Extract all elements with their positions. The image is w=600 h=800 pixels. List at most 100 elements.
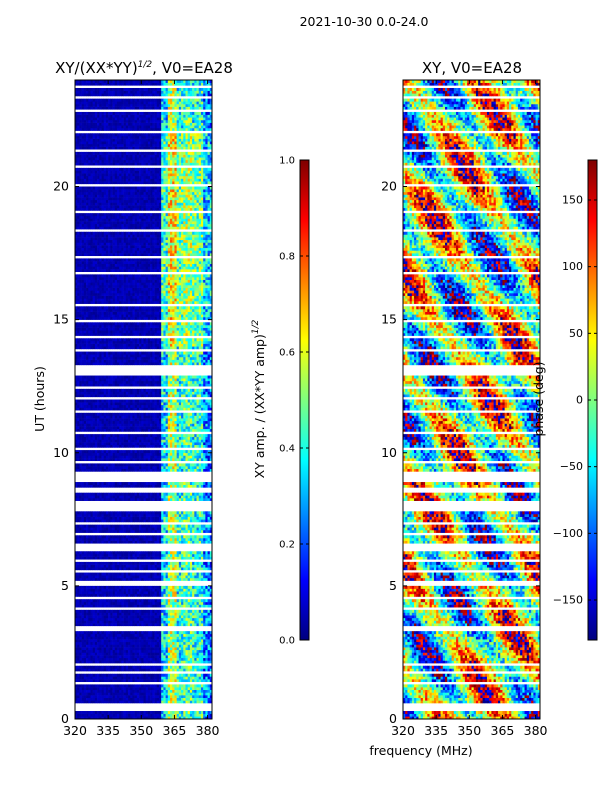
amp-heatmap-cell (152, 618, 155, 621)
amp-heatmap-cell (124, 618, 127, 621)
amp-heatmap-cell (157, 690, 160, 693)
amp-heatmap-cell (88, 684, 91, 687)
amp-heatmap-cell (144, 676, 147, 679)
amp-heatmap-cell (141, 679, 144, 682)
amp-heatmap-cell (172, 618, 175, 621)
amp-heatmap-cell (181, 623, 184, 626)
amp-heatmap-cell (141, 655, 144, 658)
amp-heatmap-cell (185, 647, 188, 650)
amp-heatmap-cell (197, 674, 200, 677)
amp-heatmap-cell (203, 639, 206, 642)
amp-heatmap-cell (135, 618, 138, 621)
figure-suptitle: 2021-10-30 0.0-24.0 (300, 14, 429, 29)
amp-heatmap-cell (90, 634, 93, 637)
amp-heatmap-cell (148, 615, 151, 618)
amp-heatmap-cell (188, 650, 191, 653)
amp-heatmap-cell (163, 660, 166, 663)
amp-heatmap-cell (166, 666, 169, 669)
amp-heatmap-cell (166, 698, 169, 701)
amp-heatmap-cell (152, 639, 155, 642)
amp-heatmap-cell (135, 698, 138, 701)
amp-heatmap-cell (95, 639, 98, 642)
amp-heatmap-cell (106, 700, 109, 703)
amp-heatmap-cell (82, 695, 85, 698)
amp-heatmap-cell (95, 620, 98, 623)
amp-heatmap-cell (135, 650, 138, 653)
amp-heatmap-cell (174, 674, 177, 677)
amp-heatmap-cell (106, 679, 109, 682)
amp-heatmap-cell (170, 623, 173, 626)
amp-heatmap-cell (130, 687, 133, 690)
amp-heatmap-cell (102, 666, 105, 669)
amp-heatmap-cell (99, 615, 102, 618)
amp-heatmap-cell (183, 698, 186, 701)
amp-heatmap-cell (201, 615, 204, 618)
amp-heatmap-cell (137, 650, 140, 653)
amp-heatmap-cell (174, 690, 177, 693)
amp-heatmap-cell (108, 679, 111, 682)
amp-heatmap-cell (155, 684, 158, 687)
amp-heatmap-cell (155, 623, 158, 626)
amp-heatmap-cell (192, 650, 195, 653)
amp-heatmap-cell (119, 615, 122, 618)
amp-heatmap-cell (117, 636, 120, 639)
amp-heatmap-cell (99, 634, 102, 637)
amp-heatmap-cell (119, 650, 122, 653)
amp-heatmap-cell (132, 636, 135, 639)
amp-heatmap-cell (139, 692, 142, 695)
amp-heatmap-cell (205, 684, 208, 687)
amp-heatmap-cell (132, 655, 135, 658)
amp-heatmap-cell (84, 695, 87, 698)
amp-heatmap-cell (84, 652, 87, 655)
amp-heatmap-cell (88, 714, 91, 717)
amp-heatmap-cell (181, 620, 184, 623)
amp-heatmap-cell (135, 711, 138, 714)
amp-heatmap-cell (190, 620, 193, 623)
amp-heatmap-cell (183, 623, 186, 626)
amp-heatmap-cell (157, 644, 160, 647)
amp-heatmap-cell (208, 679, 211, 682)
amp-heatmap-cell (146, 642, 149, 645)
amp-heatmap-cell (90, 652, 93, 655)
amp-heatmap-cell (161, 618, 164, 621)
amp-heatmap-cell (128, 668, 131, 671)
amp-heatmap-cell (88, 700, 91, 703)
amp-heatmap-cell (150, 668, 153, 671)
amp-heatmap-cell (110, 647, 113, 650)
amp-heatmap-cell (170, 642, 173, 645)
amp-heatmap-cell (99, 666, 102, 669)
amp-heatmap-cell (205, 676, 208, 679)
amp-heatmap-cell (183, 687, 186, 690)
amp-heatmap-cell (199, 658, 202, 661)
amp-heatmap-cell (163, 687, 166, 690)
amp-heatmap-cell (141, 666, 144, 669)
amp-heatmap-cell (161, 620, 164, 623)
amp-heatmap-cell (119, 690, 122, 693)
amp-heatmap-cell (106, 658, 109, 661)
amp-heatmap-cell (146, 644, 149, 647)
amp-heatmap-cell (97, 618, 100, 621)
amp-heatmap-cell (192, 692, 195, 695)
amp-heatmap-cell (183, 668, 186, 671)
amp-heatmap-cell (106, 692, 109, 695)
amp-heatmap-cell (181, 660, 184, 663)
amp-heatmap-cell (181, 700, 184, 703)
amp-heatmap-cell (190, 658, 193, 661)
amp-heatmap-cell (97, 658, 100, 661)
amp-heatmap-cell (194, 674, 197, 677)
amp-heatmap-cell (95, 644, 98, 647)
amp-heatmap-cell (77, 652, 80, 655)
amp-heatmap-cell (110, 698, 113, 701)
amp-heatmap-cell (146, 711, 149, 714)
amp-heatmap-cell (161, 674, 164, 677)
amp-heatmap-cell (121, 684, 124, 687)
amp-heatmap-cell (177, 692, 180, 695)
amp-heatmap-cell (135, 687, 138, 690)
amp-heatmap-cell (152, 615, 155, 618)
amp-heatmap-cell (174, 711, 177, 714)
amp-heatmap-cell (188, 674, 191, 677)
amp-heatmap-cell (183, 679, 186, 682)
amp-heatmap-cell (148, 650, 151, 653)
amp-heatmap-cell (150, 650, 153, 653)
amp-heatmap-cell (190, 711, 193, 714)
